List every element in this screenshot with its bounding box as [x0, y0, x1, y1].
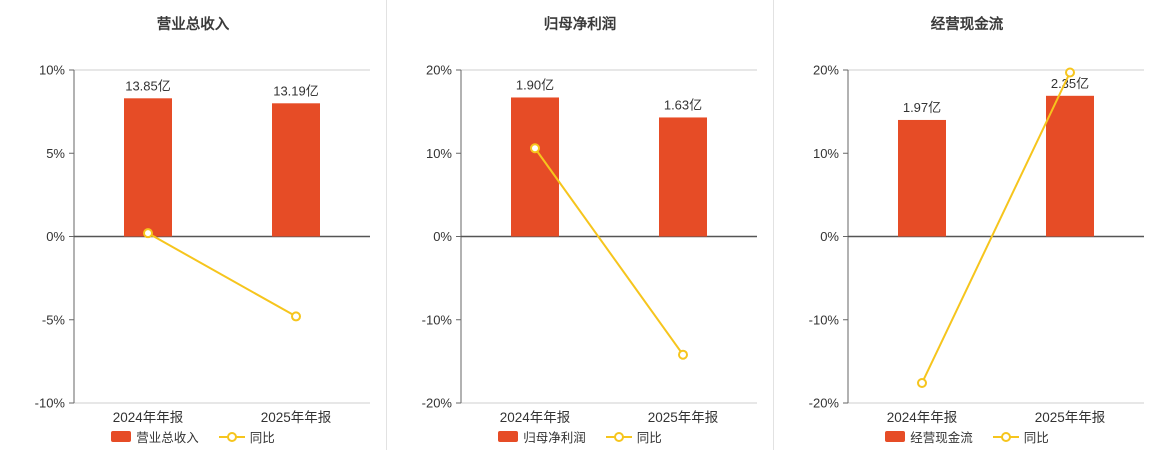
bar-value-label: 1.97亿: [903, 100, 941, 115]
bar-swatch-icon: [885, 431, 906, 442]
y-tick-label: -10%: [35, 396, 66, 411]
bar-value-label: 1.90亿: [516, 77, 554, 92]
y-tick-label: 10%: [813, 146, 839, 161]
y-tick-label: 0%: [46, 229, 65, 244]
legend-item-bar[interactable]: 归母净利润: [498, 427, 586, 446]
chart-title: 经营现金流: [930, 17, 1004, 33]
y-tick-label: -10%: [809, 312, 840, 327]
chart-canvas: 20% 10% 0% -10% -20% 1.97亿 2.35亿 2024年年报 2025年年报: [809, 63, 1144, 425]
y-tick-label: -10%: [422, 312, 453, 327]
trend-line: [147, 232, 297, 318]
bar-swatch-icon: [111, 431, 132, 442]
legend-label: 归母净利润: [523, 431, 586, 445]
x-category-label: 2024年年报: [887, 410, 958, 425]
chart-title: 归母净利润: [543, 17, 617, 33]
bar-value-label: 13.19亿: [273, 83, 319, 98]
x-category-label: 2024年年报: [500, 410, 571, 425]
trend-line: [534, 147, 684, 356]
legend-item-line[interactable]: 同比: [218, 427, 275, 446]
bar-swatch-icon: [498, 431, 519, 442]
y-tick-label: 20%: [426, 63, 452, 78]
bar: [511, 97, 559, 237]
chart-legend: 经营现金流 同比: [774, 427, 1160, 446]
y-tick-label: 20%: [813, 63, 839, 78]
y-tick-label: 10%: [39, 63, 65, 78]
bar: [898, 119, 946, 237]
y-tick-label: -5%: [42, 312, 66, 327]
legend-label: 同比: [636, 431, 662, 445]
trend-marker: [917, 378, 927, 389]
line-marker-icon: [992, 431, 1019, 442]
legend-item-bar[interactable]: 经营现金流: [885, 427, 973, 446]
legend-label: 经营现金流: [910, 431, 973, 445]
bar: [272, 103, 320, 237]
legend-label: 同比: [249, 431, 275, 445]
y-tick-label: 10%: [426, 146, 452, 161]
y-tick-label: 0%: [433, 229, 452, 244]
legend-item-line[interactable]: 同比: [992, 427, 1049, 446]
bar: [1046, 95, 1094, 237]
panel-operating-revenue: 营业总收入 10% 5% 0% -5% -10% 13.85亿 13.19亿 2024年年报 2…: [0, 0, 386, 450]
bar-value-label: 13.85亿: [125, 78, 171, 93]
trend-marker: [291, 311, 301, 322]
bar-value-label: 2.35亿: [1051, 76, 1089, 91]
legend-item-bar[interactable]: 营业总收入: [111, 427, 199, 446]
y-tick-label: 5%: [46, 146, 65, 161]
chart-legend: 营业总收入 同比: [0, 427, 386, 446]
trend-marker: [1065, 67, 1075, 78]
bar-value-label: 1.63亿: [664, 97, 702, 112]
bar: [124, 98, 172, 237]
legend-label: 同比: [1023, 431, 1049, 445]
chart-canvas: 20% 10% 0% -10% -20% 1.90亿 1.63亿 2024年年报 2025年年报: [422, 63, 757, 425]
x-category-label: 2024年年报: [113, 410, 184, 425]
trend-line: [921, 72, 1071, 384]
x-category-label: 2025年年报: [1035, 410, 1106, 425]
x-category-label: 2025年年报: [261, 410, 332, 425]
panel-operating-cashflow: 经营现金流 20% 10% 0% -10% -20% 1.97亿 2.35亿 2024年年报 2…: [773, 0, 1160, 450]
y-tick-label: -20%: [422, 396, 453, 411]
line-marker-icon: [218, 431, 245, 442]
legend-item-line[interactable]: 同比: [605, 427, 662, 446]
line-marker-icon: [605, 431, 632, 442]
legend-label: 营业总收入: [136, 431, 199, 445]
chart-canvas: 10% 5% 0% -5% -10% 13.85亿 13.19亿 2024年年报 2025年年报: [35, 63, 370, 425]
x-category-label: 2025年年报: [648, 410, 719, 425]
chart-legend: 归母净利润 同比: [387, 427, 773, 446]
y-tick-label: 0%: [820, 229, 839, 244]
chart-title: 营业总收入: [156, 17, 230, 33]
trend-marker: [530, 143, 540, 154]
y-tick-label: -20%: [809, 396, 840, 411]
panel-net-profit: 归母净利润 20% 10% 0% -10% -20% 1.90亿 1.63亿 2024年年报 2…: [386, 0, 773, 450]
trend-marker: [143, 228, 153, 239]
trend-marker: [678, 349, 688, 360]
bar: [659, 117, 707, 237]
